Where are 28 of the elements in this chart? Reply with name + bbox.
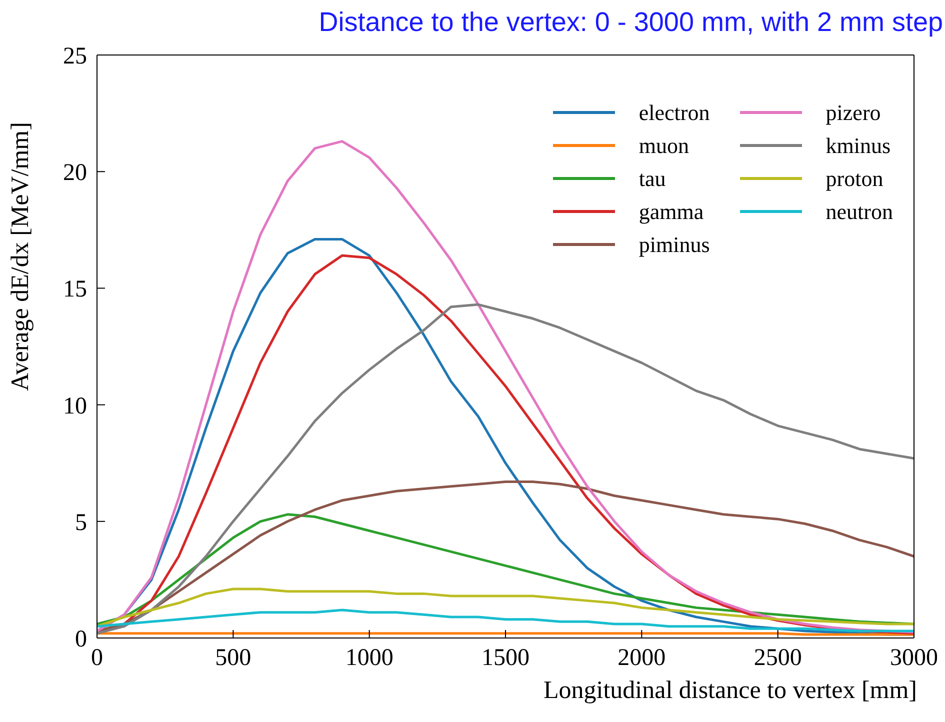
line-series <box>97 588 914 628</box>
y-tick-label: 25 <box>63 44 87 70</box>
x-tick-label: 3000 <box>890 645 938 672</box>
x-tick-label: 1500 <box>482 645 530 672</box>
y-axis-title: Average dE/dx [MeV/mm] <box>6 122 34 391</box>
legend-label: proton <box>826 166 884 192</box>
chart-title: Distance to the vertex: 0 - 3000 mm, with 2 mm step <box>318 6 943 39</box>
x-tick-label: 1000 <box>345 645 394 672</box>
line-series <box>97 480 914 632</box>
legend-label: gamma <box>638 198 704 224</box>
legend-label: muon <box>638 132 690 158</box>
y-tick-label: 0 <box>75 626 87 653</box>
legend-label: kminus <box>826 132 891 158</box>
x-tick-label: 2500 <box>754 645 802 672</box>
legend-label: electron <box>638 100 710 126</box>
x-tick-label: 0 <box>91 645 103 672</box>
x-axis-title: Longitudinal distance to vertex [mm] <box>543 676 917 706</box>
x-tick-label: 2000 <box>618 645 666 672</box>
legend-label: tau <box>638 166 666 192</box>
x-tick-label: 500 <box>215 645 252 672</box>
y-tick-label: 20 <box>63 160 87 186</box>
y-tick-label: 15 <box>63 276 87 303</box>
y-tick-label: 10 <box>63 393 87 420</box>
legend-label: piminus <box>638 232 710 258</box>
legend-label: pizero <box>826 100 881 126</box>
line-series <box>97 608 914 632</box>
legend-label: neutron <box>826 198 893 224</box>
y-tick-label: 5 <box>75 510 87 536</box>
